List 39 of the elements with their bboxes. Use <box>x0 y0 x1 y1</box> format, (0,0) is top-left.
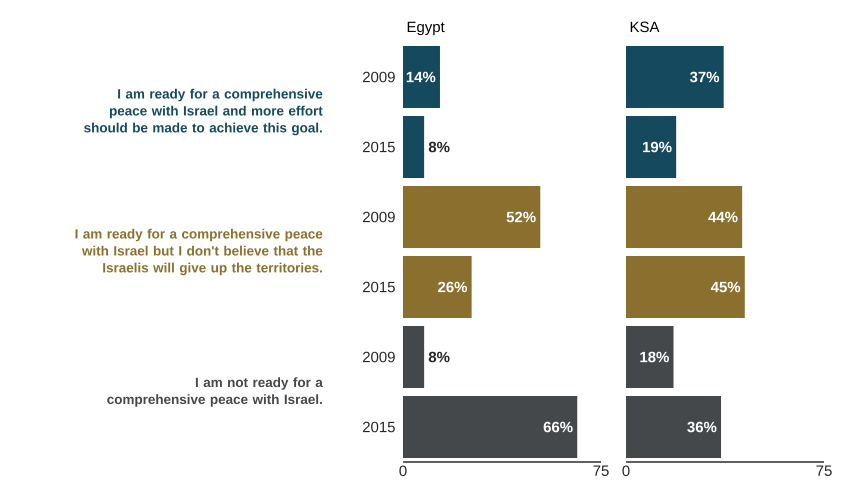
data-label: 14% <box>406 72 436 82</box>
data-label: 44% <box>708 212 738 222</box>
bar <box>403 326 424 388</box>
y-tick-label: 2009 <box>362 72 395 82</box>
y-tick-label: 2009 <box>362 212 395 222</box>
bar <box>403 116 424 178</box>
chart-title: KSA <box>630 22 660 32</box>
text: I am not ready for a comprehensive peace with Israel. <box>107 377 323 407</box>
data-label: 8% <box>428 142 450 152</box>
data-label: 18% <box>640 352 669 362</box>
bar <box>626 326 674 388</box>
y-tick-label: 2009 <box>362 352 395 362</box>
data-label: 36% <box>687 422 716 432</box>
bar <box>626 396 722 458</box>
data-label: 19% <box>643 142 672 152</box>
bar <box>403 256 472 318</box>
bar <box>626 186 742 248</box>
data-label: 26% <box>438 282 468 292</box>
x-tick-label: 75 <box>593 466 609 476</box>
data-label: 66% <box>544 422 573 432</box>
data-label: 52% <box>506 212 536 222</box>
bar <box>403 186 540 248</box>
bar <box>403 46 440 108</box>
bar <box>403 396 578 458</box>
y-tick-label: 2015 <box>362 142 395 152</box>
x-tick-label: 0 <box>399 466 407 476</box>
chart-title: Egypt <box>408 22 445 36</box>
y-tick-label: 2015 <box>362 422 395 432</box>
x-tick-label: 0 <box>622 466 630 476</box>
data-label: 37% <box>690 72 720 82</box>
bar <box>626 46 724 108</box>
x-tick-label: 75 <box>816 466 832 476</box>
text: I am ready for a comprehensive peace with Israel and more effort should be made to achieve this goal. <box>84 88 323 136</box>
bar <box>626 256 745 318</box>
bar <box>626 116 676 178</box>
y-tick-label: 2015 <box>362 282 395 292</box>
data-label: 45% <box>710 282 740 292</box>
data-label: 8% <box>428 352 450 362</box>
text: I am ready for a comprehensive peace with Israel but I don't believe that the Israelis will give up the territories. <box>76 228 322 276</box>
